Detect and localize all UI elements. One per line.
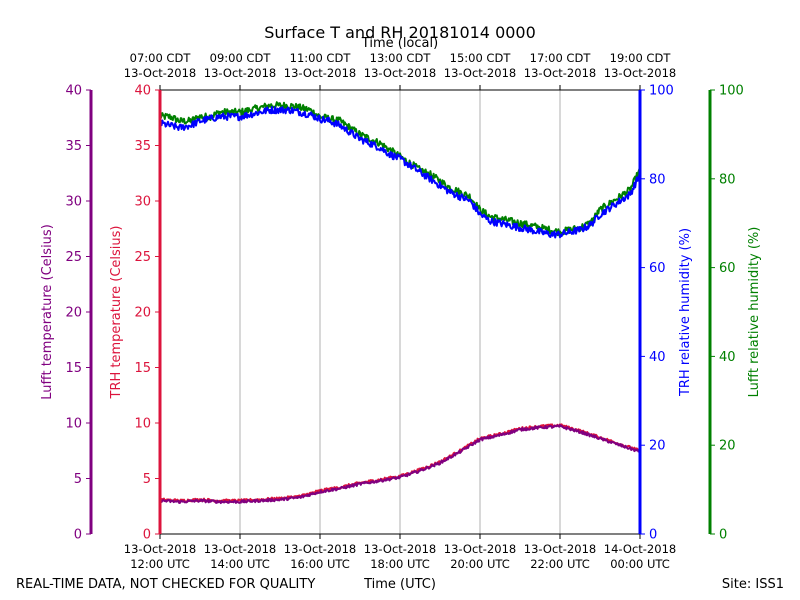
y-tick-label: 5 [74, 472, 82, 487]
bottom-tick-time: 14:00 UTC [210, 557, 270, 571]
y-axis-trh_rh: 0 20 40 60 80 100 TRH relative humidity (%) [638, 84, 693, 543]
y-tick-label: 40 [134, 84, 151, 99]
series-line-trh_rh [159, 106, 641, 239]
y-tick-label: 100 [649, 84, 674, 99]
grid-lines [239, 90, 561, 534]
bottom-tick-time: 22:00 UTC [530, 557, 590, 571]
site-label: Site: ISS1 [722, 577, 784, 592]
top-tick-date: 13-Oct-2018 [524, 66, 596, 80]
bottom-tick-date: 13-Oct-2018 [444, 542, 516, 556]
top-tick-time: 15:00 CDT [450, 51, 512, 65]
bottom-tick-time: 20:00 UTC [450, 557, 510, 571]
y-tick-label: 30 [134, 195, 151, 210]
top-tick-date: 13-Oct-2018 [444, 66, 516, 80]
bottom-tick-date: 13-Oct-2018 [524, 542, 596, 556]
y-axis-label: Lufft relative humidity (%) [747, 227, 762, 398]
y-tick-label: 5 [143, 472, 151, 487]
bottom-tick-date: 13-Oct-2018 [364, 542, 436, 556]
top-tick-date: 13-Oct-2018 [364, 66, 436, 80]
top-tick-date: 13-Oct-2018 [124, 66, 196, 80]
y-tick-label: 100 [719, 84, 744, 99]
plot-series [159, 101, 641, 505]
y-tick-label: 20 [649, 439, 666, 454]
y-tick-label: 0 [719, 528, 727, 543]
bottom-tick-time: 12:00 UTC [130, 557, 190, 571]
y-tick-label: 80 [649, 172, 666, 187]
y-tick-label: 25 [65, 250, 82, 265]
bottom-tick-date: 13-Oct-2018 [204, 542, 276, 556]
top-tick-time: 19:00 CDT [610, 51, 672, 65]
bottom-tick-time: 00:00 UTC [610, 557, 670, 571]
y-tick-label: 60 [719, 261, 736, 276]
y-axis-lufft_rh: 0 20 40 60 80 100 Lufft relative humidity (%) [708, 84, 762, 543]
bottom-tick-date: 14-Oct-2018 [604, 542, 676, 556]
y-axes: 0 5 10 15 20 25 30 35 40 Lufft temperature (Celsi… [40, 84, 762, 543]
quality-disclaimer: REAL-TIME DATA, NOT CHECKED FOR QUALITY [16, 577, 315, 592]
y-tick-label: 10 [134, 417, 151, 432]
y-tick-label: 20 [65, 306, 82, 321]
y-axis-label: Lufft temperature (Celsius) [40, 224, 55, 400]
y-axis-label: TRH relative humidity (%) [678, 228, 693, 397]
y-tick-label: 35 [134, 139, 151, 154]
chart-title: Surface T and RH 20181014 0000 [264, 23, 536, 42]
y-tick-label: 0 [143, 528, 151, 543]
y-tick-label: 60 [649, 261, 666, 276]
y-tick-label: 0 [649, 528, 657, 543]
top-tick-time: 13:00 CDT [370, 51, 432, 65]
top-tick-time: 11:00 CDT [290, 51, 352, 65]
y-tick-label: 30 [65, 195, 82, 210]
y-tick-label: 80 [719, 172, 736, 187]
y-tick-label: 15 [65, 361, 82, 376]
y-tick-label: 25 [134, 250, 151, 265]
bottom-tick-time: 16:00 UTC [290, 557, 350, 571]
series-line-lufft_rh [159, 101, 641, 237]
y-tick-label: 40 [719, 350, 736, 365]
top-tick-time: 17:00 CDT [530, 51, 592, 65]
bottom-tick-date: 13-Oct-2018 [284, 542, 356, 556]
y-tick-label: 35 [65, 139, 82, 154]
top-tick-date: 13-Oct-2018 [204, 66, 276, 80]
bottom-axis-label: Time (UTC) [363, 577, 436, 592]
y-tick-label: 10 [65, 417, 82, 432]
y-tick-label: 40 [65, 84, 82, 99]
y-tick-label: 40 [649, 350, 666, 365]
series-line-lufft_temp [159, 424, 641, 505]
top-tick-time: 09:00 CDT [210, 51, 272, 65]
y-tick-label: 20 [134, 306, 151, 321]
top-tick-date: 13-Oct-2018 [604, 66, 676, 80]
bottom-tick-date: 13-Oct-2018 [124, 542, 196, 556]
y-axis-label: TRH temperature (Celsius) [109, 226, 124, 400]
bottom-tick-time: 18:00 UTC [370, 557, 430, 571]
top-tick-time: 07:00 CDT [130, 51, 192, 65]
top-tick-date: 13-Oct-2018 [284, 66, 356, 80]
y-axis-trh_temp: 0 5 10 15 20 25 30 35 40 TRH temperature (Celsius… [109, 84, 162, 543]
y-tick-label: 0 [74, 528, 82, 543]
top-axis-label: Time (local) [361, 36, 438, 51]
y-tick-label: 20 [719, 439, 736, 454]
y-tick-label: 15 [134, 361, 151, 376]
y-axis-lufft_temp: 0 5 10 15 20 25 30 35 40 Lufft temperature (Celsi… [40, 84, 93, 543]
